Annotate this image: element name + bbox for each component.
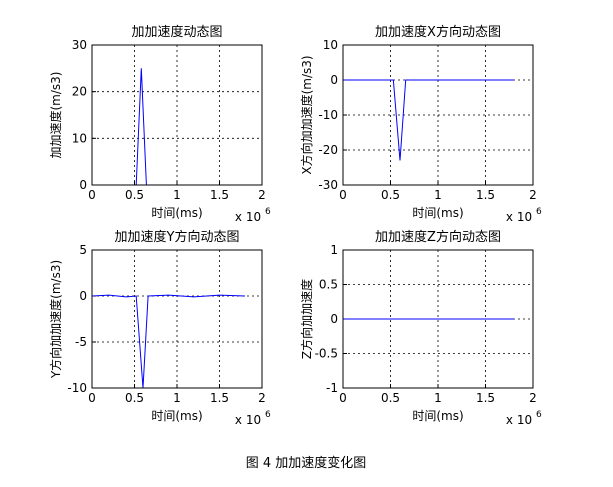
x-scale-exponent: 6 xyxy=(536,207,542,217)
x-tick-label: 0 xyxy=(339,391,347,405)
y-tick-label: 10 xyxy=(72,131,87,145)
y-tick-label: -0.5 xyxy=(315,347,338,361)
x-axis-label: 时间(ms) xyxy=(412,206,463,220)
x-scale-exponent: 6 xyxy=(265,410,271,420)
y-tick-label: -5 xyxy=(75,335,87,349)
subplot-title: 加加速度X方向动态图 xyxy=(375,24,501,40)
y-axis-label: 加加速度(m/s3) xyxy=(48,72,63,159)
x-tick-label: 2 xyxy=(258,188,266,202)
y-tick-label: 5 xyxy=(79,243,87,257)
x-tick-label: 2 xyxy=(529,188,537,202)
x-scale-exponent: 6 xyxy=(265,207,271,217)
x-axis-label: 时间(ms) xyxy=(151,409,202,423)
x-scale-base: x 10 xyxy=(506,413,532,427)
y-tick-label: 0.5 xyxy=(319,278,338,292)
x-tick-label: 1.5 xyxy=(210,391,229,405)
x-tick-label: 1 xyxy=(434,391,442,405)
y-tick-label: 1 xyxy=(330,243,338,257)
subplot-title: 加加速度动态图 xyxy=(131,24,222,40)
x-tick-label: 1.5 xyxy=(476,188,495,202)
y-axis-label: X方向加加速度(m/s3) xyxy=(299,55,314,174)
y-tick-label: -10 xyxy=(67,381,87,395)
y-tick-label: -10 xyxy=(318,108,338,122)
x-tick-label: 1.5 xyxy=(210,188,229,202)
x-scale-base: x 10 xyxy=(235,210,261,224)
x-tick-label: 2 xyxy=(258,391,266,405)
x-scale-base: x 10 xyxy=(506,210,532,224)
x-axis-label: 时间(ms) xyxy=(151,206,202,220)
x-tick-label: 1 xyxy=(434,188,442,202)
x-tick-label: 2 xyxy=(529,391,537,405)
y-tick-label: -1 xyxy=(326,381,338,395)
y-tick-label: 0 xyxy=(79,178,87,192)
x-tick-label: 1.5 xyxy=(476,391,495,405)
y-tick-label: 0 xyxy=(330,312,338,326)
subplot-title: 加加速度Y方向动态图 xyxy=(115,229,240,245)
x-tick-label: 0.5 xyxy=(125,188,144,202)
data-line xyxy=(343,79,514,161)
data-line xyxy=(91,294,246,389)
caption: 图 4 加加速度变化图 xyxy=(246,455,367,471)
axes-frame xyxy=(342,44,534,186)
y-tick-label: 20 xyxy=(72,85,87,99)
y-tick-label: 30 xyxy=(72,38,87,52)
axes-frame xyxy=(91,44,263,186)
y-tick-label: 0 xyxy=(79,289,87,303)
x-tick-label: 0.5 xyxy=(381,188,400,202)
x-tick-label: 1 xyxy=(173,391,181,405)
axes-frame xyxy=(342,249,534,389)
x-tick-label: 0 xyxy=(339,188,347,202)
y-tick-label: 10 xyxy=(323,38,338,52)
x-tick-label: 1 xyxy=(173,188,181,202)
subplot-title: 加加速度Z方向动态图 xyxy=(375,229,501,245)
x-tick-label: 0.5 xyxy=(125,391,144,405)
x-scale-exponent: 6 xyxy=(536,410,542,420)
axes-frame xyxy=(91,249,263,389)
x-scale-base: x 10 xyxy=(235,413,261,427)
x-tick-label: 0 xyxy=(88,391,96,405)
y-axis-label: Y方向加加速度(m/s3) xyxy=(48,260,63,379)
y-axis-label: Z方向加加速度 xyxy=(299,279,314,359)
y-tick-label: -30 xyxy=(318,178,338,192)
x-axis-label: 时间(ms) xyxy=(412,409,463,423)
x-tick-label: 0.5 xyxy=(381,391,400,405)
y-tick-label: -20 xyxy=(318,143,338,157)
y-tick-label: 0 xyxy=(330,73,338,87)
x-tick-label: 0 xyxy=(88,188,96,202)
